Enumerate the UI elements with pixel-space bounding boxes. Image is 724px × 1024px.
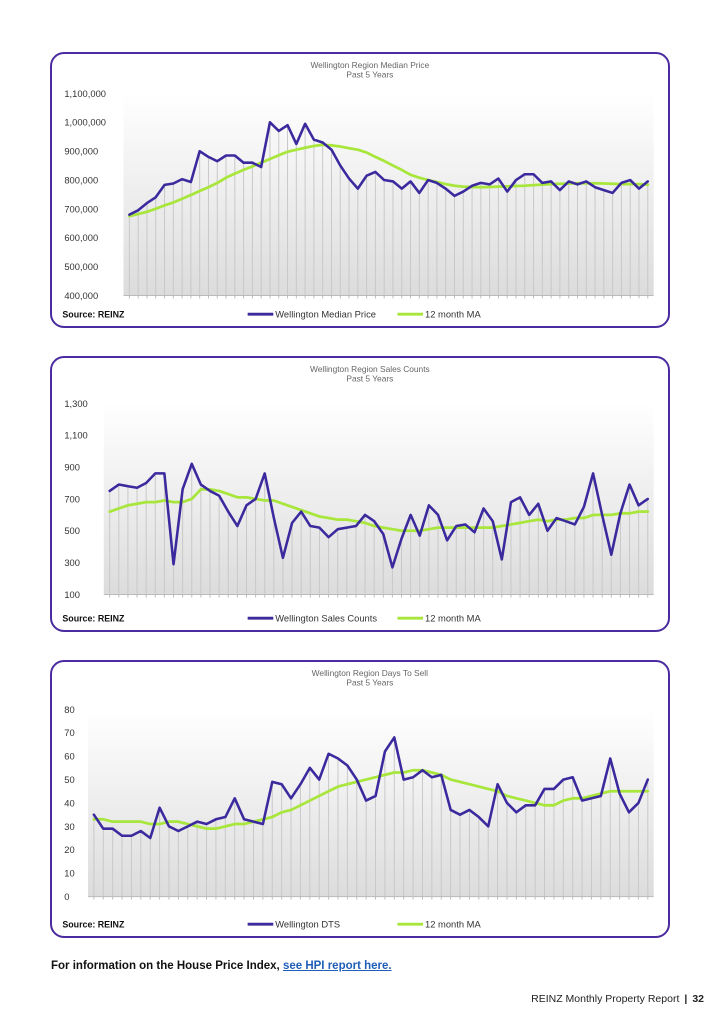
days-to-sell-chart: 0 10 20 30 40 50 60 70 80 Wellington Region Days … <box>62 668 654 930</box>
chart-title: Wellington Region Median Price <box>310 60 429 70</box>
legend-label: 12 month MA <box>425 614 481 624</box>
y-tick-label: 1,100,000 <box>64 89 106 99</box>
median-price-chart-card: 400,000 500,000 600,000 700,000 800,000 900,0… <box>50 52 670 328</box>
y-tick-label: 800,000 <box>64 175 98 185</box>
y-tick-label: 1,100 <box>64 431 87 441</box>
y-tick-label: 50 <box>64 775 74 785</box>
y-tick-label: 1,300 <box>64 399 87 409</box>
hpi-info-text: For information on the House Price Index… <box>51 960 283 972</box>
plot-area <box>87 709 654 897</box>
chart-title: Wellington Region Sales Counts <box>310 364 430 374</box>
y-tick-label: 40 <box>64 798 74 808</box>
page-number: 32 <box>692 993 704 1005</box>
moving-average-line <box>92 768 650 831</box>
legend-label: Wellington DTS <box>275 920 340 930</box>
legend-label: Wellington Median Price <box>275 310 376 320</box>
y-tick-label: 20 <box>64 845 74 855</box>
hpi-info-line: For information on the House Price Index… <box>51 960 392 972</box>
y-tick-label: 70 <box>64 728 74 738</box>
y-tick-label: 80 <box>64 705 74 715</box>
y-tick-label: 500,000 <box>64 262 98 272</box>
legend-label: 12 month MA <box>425 920 481 930</box>
median-price-chart: 400,000 500,000 600,000 700,000 800,000 900,0… <box>62 60 654 320</box>
moving-average-line <box>128 143 650 218</box>
y-tick-label: 1,000,000 <box>64 118 106 128</box>
primary-series-line <box>108 462 650 569</box>
days-to-sell-chart-card: 0 10 20 30 40 50 60 70 80 Wellington Region Days … <box>50 660 670 938</box>
plot-area <box>123 93 654 296</box>
legend-label: Wellington Sales Counts <box>275 614 377 624</box>
y-tick-label: 900,000 <box>64 147 98 157</box>
page-footer: REINZ Monthly Property Report | 32 <box>531 993 704 1005</box>
chart-subtitle: Past 5 Years <box>346 70 393 80</box>
y-tick-label: 700,000 <box>64 204 98 214</box>
chart-subtitle: Past 5 Years <box>346 374 393 384</box>
source-label: Source: REINZ <box>62 310 125 320</box>
report-name: REINZ Monthly Property Report <box>531 993 680 1005</box>
legend-label: 12 month MA <box>425 310 481 320</box>
source-label: Source: REINZ <box>62 614 125 624</box>
y-tick-label: 100 <box>64 590 80 600</box>
sales-counts-chart: 100 300 500 700 900 1,100 1,300 Wellington Regi… <box>62 364 654 624</box>
y-tick-label: 60 <box>64 752 74 762</box>
y-tick-label: 30 <box>64 822 74 832</box>
y-tick-label: 10 <box>64 869 74 879</box>
y-tick-label: 600,000 <box>64 233 98 243</box>
y-tick-label: 300 <box>64 558 80 568</box>
y-tick-label: 700 <box>64 494 80 504</box>
chart-subtitle: Past 5 Years <box>346 678 393 688</box>
footer-separator: | <box>684 993 688 1005</box>
hpi-report-link[interactable]: see HPI report here. <box>282 960 392 972</box>
y-tick-label: 500 <box>64 526 80 536</box>
y-tick-label: 0 <box>64 892 69 902</box>
plot-area <box>103 403 654 595</box>
source-label: Source: REINZ <box>62 920 125 930</box>
primary-series-line <box>92 736 650 840</box>
y-tick-label: 900 <box>64 463 80 473</box>
y-tick-label: 400,000 <box>64 291 98 301</box>
sales-counts-chart-card: 100 300 500 700 900 1,100 1,300 Wellington Regi… <box>50 356 670 632</box>
chart-title: Wellington Region Days To Sell <box>312 668 428 678</box>
primary-series-line <box>128 121 650 216</box>
